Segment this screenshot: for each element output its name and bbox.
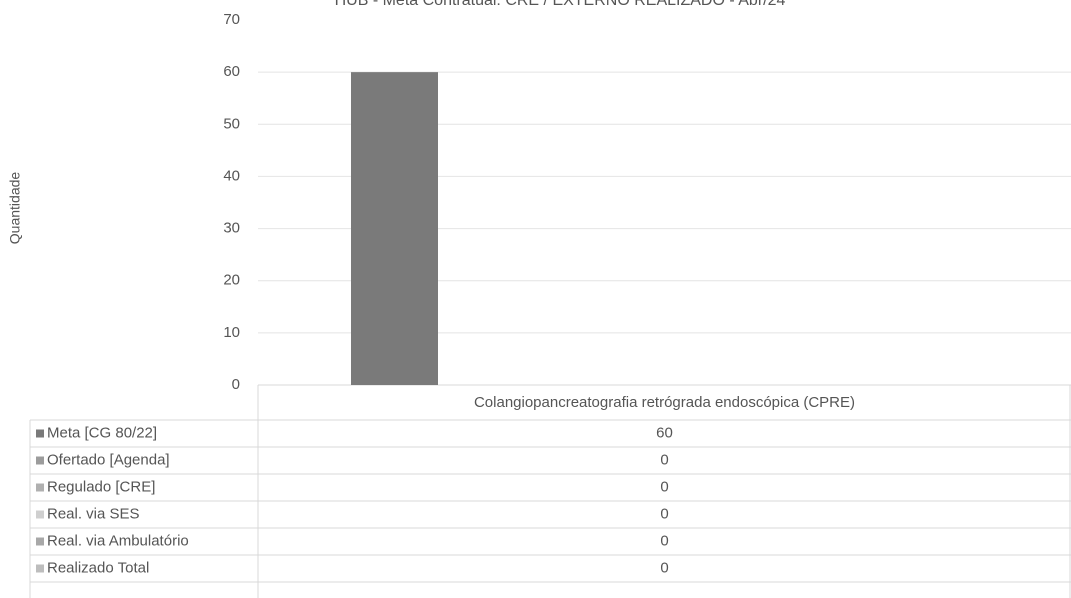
y-tick-label: 50: [223, 115, 240, 132]
legend-key: [36, 483, 44, 492]
legend-label: Meta [CG 80/22]: [47, 424, 157, 441]
y-tick-label: 30: [223, 220, 240, 237]
y-tick-label: 0: [232, 376, 240, 393]
legend-label: Realizado Total: [47, 559, 149, 576]
legend-key: [36, 537, 44, 546]
legend-label: Regulado [CRE]: [47, 478, 155, 495]
table-value: 0: [660, 532, 668, 549]
legend-label: Real. via SES: [47, 505, 140, 522]
chart-title: HUB - Meta Contratual: CRE / EXTERNO REA…: [335, 0, 786, 9]
legend-key: [36, 429, 44, 438]
y-tick-label: 20: [223, 272, 240, 289]
legend-label: Real. via Ambulatório: [47, 532, 189, 549]
y-axis-label: Quantidade: [7, 172, 23, 245]
y-tick-label: 10: [223, 324, 240, 341]
table-value: 0: [660, 559, 668, 576]
legend-label: Ofertado [Agenda]: [47, 451, 170, 468]
legend-key: [36, 456, 44, 465]
table-value: 0: [660, 505, 668, 522]
table-value: 60: [656, 424, 673, 441]
legend-key: [36, 510, 44, 519]
x-tick-label: Colangiopancreatografia retrógrada endos…: [474, 394, 855, 411]
bar: [351, 72, 438, 386]
y-tick-label: 60: [223, 63, 240, 80]
legend-key: [36, 564, 44, 573]
y-tick-label: 70: [223, 11, 240, 28]
table-value: 0: [660, 451, 668, 468]
table-value: 0: [660, 478, 668, 495]
y-tick-label: 40: [223, 167, 240, 184]
